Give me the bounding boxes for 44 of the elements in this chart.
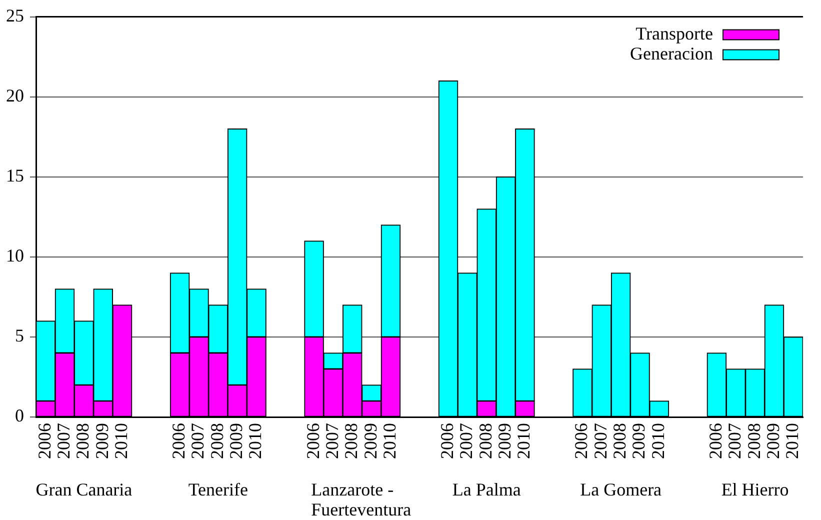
x-tick-label: 2006 — [436, 423, 457, 459]
y-tick-label: 15 — [6, 166, 24, 186]
y-tick-label: 10 — [6, 246, 24, 266]
x-tick-label: 2007 — [724, 423, 745, 459]
x-tick-label: 2009 — [494, 423, 515, 459]
text: El Hierro — [721, 480, 789, 500]
x-tick-label: 2007 — [590, 423, 610, 459]
y-tick-label: 20 — [6, 86, 24, 106]
y-tick-label: 0 — [15, 406, 24, 426]
x-tick-label: 2010 — [379, 423, 400, 459]
y-tick-label: 25 — [6, 6, 24, 26]
x-tick-label: 2010 — [514, 423, 534, 459]
x-tick-label: 2008 — [206, 423, 227, 459]
x-tick-label: 2008 — [744, 423, 764, 459]
legend-label: Transporte — [636, 24, 713, 44]
x-tick-label: 2008 — [341, 423, 362, 459]
text: La Gomera — [580, 480, 662, 500]
x-tick-label: 2009 — [226, 423, 246, 459]
x-tick-label: 2008 — [610, 423, 630, 459]
text: Tenerife — [188, 480, 248, 500]
x-tick-label: 2009 — [92, 423, 112, 459]
x-tick-label: 2010 — [245, 423, 266, 459]
x-tick-label: 2006 — [34, 423, 54, 459]
x-tick-label: 2010 — [782, 423, 802, 459]
x-tick-label: 2008 — [475, 423, 496, 459]
x-tick-label: 2008 — [72, 423, 93, 459]
x-tick-label: 2006 — [705, 423, 726, 459]
x-tick-label: 2007 — [456, 423, 476, 459]
x-tick-label: 2006 — [302, 423, 323, 459]
text: La Palma — [452, 480, 521, 500]
x-tick-label: 2006 — [571, 423, 592, 459]
x-tick-label: 2010 — [648, 423, 668, 459]
x-tick-label: 2009 — [762, 423, 783, 459]
text: Gran Canaria — [36, 480, 132, 500]
x-tick-label: 2010 — [111, 423, 132, 459]
x-tick-label: 2006 — [168, 423, 189, 459]
x-tick-label: 2009 — [628, 423, 649, 459]
y-tick-label: 5 — [15, 326, 24, 346]
legend-label: Generacion — [630, 44, 713, 64]
x-tick-label: 2009 — [360, 423, 380, 459]
x-tick-label: 2007 — [53, 423, 74, 459]
x-tick-label: 2007 — [322, 423, 342, 459]
text: Lanzarote - Fuerteventura — [311, 480, 412, 520]
x-tick-label: 2007 — [188, 423, 208, 459]
